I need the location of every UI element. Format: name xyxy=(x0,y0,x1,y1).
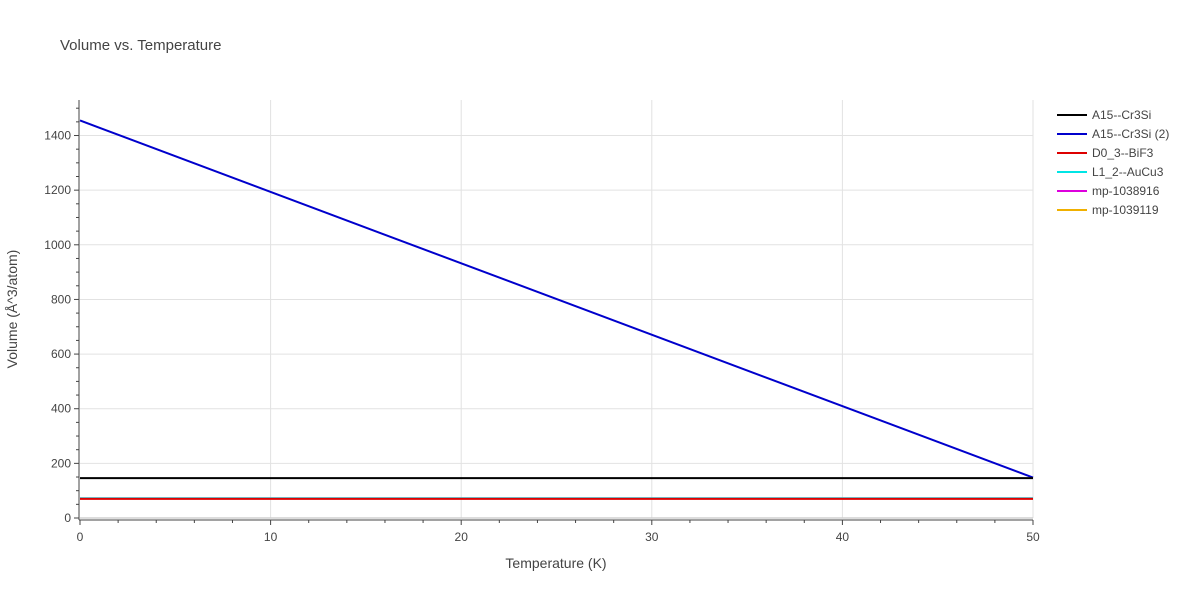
legend-item[interactable]: A15--Cr3Si (2) xyxy=(1057,127,1169,141)
x-tick-label: 20 xyxy=(455,530,469,544)
legend-item[interactable]: mp-1039119 xyxy=(1057,203,1159,217)
legend-item[interactable]: mp-1038916 xyxy=(1057,184,1160,198)
series-layer xyxy=(79,119,1034,500)
x-tick-label: 10 xyxy=(264,530,278,544)
legend-label: D0_3--BiF3 xyxy=(1092,146,1154,160)
y-tick-label: 1000 xyxy=(44,238,71,252)
legend-label: L1_2--AuCu3 xyxy=(1092,165,1164,179)
legend-label: mp-1038916 xyxy=(1092,184,1160,198)
legend-label: A15--Cr3Si (2) xyxy=(1092,127,1169,141)
y-tick-label: 400 xyxy=(51,402,71,416)
legend-label: mp-1039119 xyxy=(1092,203,1159,217)
axes: 0 200 400 600 800 1000 1200 1400 0 10 20 30 40 50 xyxy=(44,100,1040,544)
x-tick-label: 50 xyxy=(1026,530,1040,544)
x-tick-label: 40 xyxy=(836,530,850,544)
x-tick-label: 0 xyxy=(77,530,84,544)
grid xyxy=(80,100,1034,519)
chart-title: Volume vs. Temperature xyxy=(60,37,221,54)
y-tick-label: 200 xyxy=(51,456,71,470)
legend-label: A15--Cr3Si xyxy=(1092,108,1151,122)
y-axis-title: Volume (Å^3/atom) xyxy=(4,250,20,369)
y-tick-label: 1200 xyxy=(44,183,71,197)
y-tick-label: 600 xyxy=(51,347,71,361)
x-tick-label: 30 xyxy=(645,530,659,544)
y-tick-label: 800 xyxy=(51,292,71,306)
legend[interactable]: A15--Cr3Si A15--Cr3Si (2) D0_3--BiF3 L1_2--… xyxy=(1057,108,1169,217)
y-tick-label: 0 xyxy=(64,511,71,525)
y-tick-label: 1400 xyxy=(44,129,71,143)
legend-item[interactable]: A15--Cr3Si xyxy=(1057,108,1151,122)
legend-item[interactable]: D0_3--BiF3 xyxy=(1057,146,1154,160)
x-axis-title: Temperature (K) xyxy=(505,555,606,571)
series-line xyxy=(79,119,1034,479)
legend-item[interactable]: L1_2--AuCu3 xyxy=(1057,165,1164,179)
